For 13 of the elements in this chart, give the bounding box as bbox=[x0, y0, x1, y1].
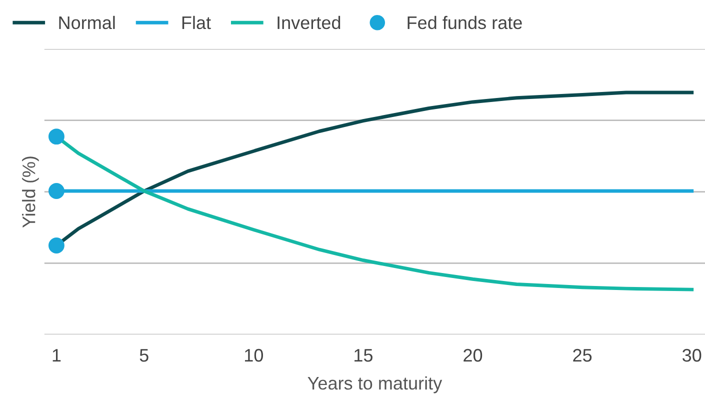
legend-label: Flat bbox=[182, 16, 211, 30]
legend-label: Inverted bbox=[278, 16, 340, 30]
x-tick-label: 30 bbox=[682, 348, 702, 362]
x-tick-label: 10 bbox=[244, 348, 263, 362]
legend-label: Fed funds rate bbox=[408, 16, 522, 30]
x-tick-label: 1 bbox=[52, 349, 61, 362]
y-axis-title: Yield (%) bbox=[22, 156, 39, 228]
x-tick-label: 5 bbox=[140, 349, 148, 362]
legend-label: Normal bbox=[59, 16, 115, 30]
x-tick-label: 15 bbox=[354, 349, 372, 362]
x-tick-label: 25 bbox=[573, 348, 592, 362]
x-axis-title: Years to maturity bbox=[308, 376, 442, 394]
x-tick-label: 20 bbox=[464, 348, 482, 362]
